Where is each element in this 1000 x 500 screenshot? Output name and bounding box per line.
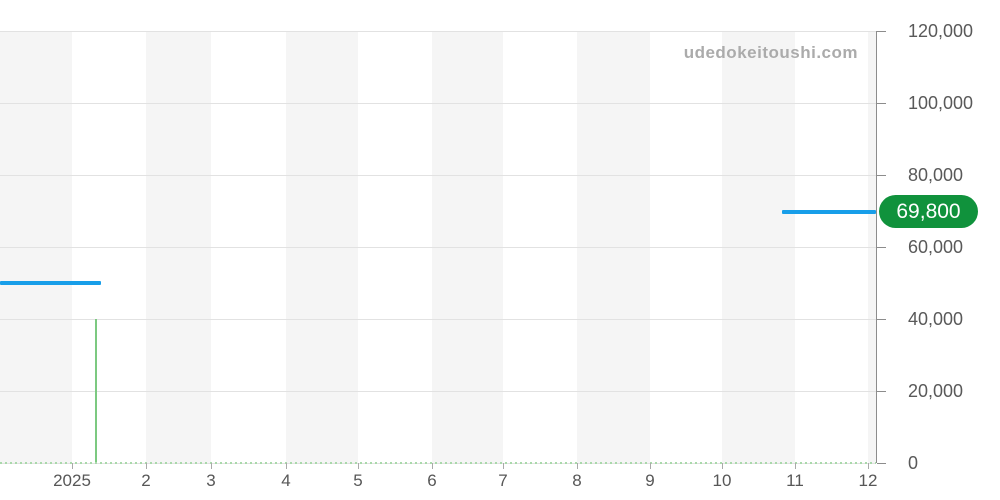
y-axis-tick	[877, 463, 886, 464]
y-axis-label: 20,000	[908, 380, 964, 401]
x-axis-label: 10	[712, 471, 732, 490]
x-axis-tick	[794, 463, 796, 469]
x-axis-tick	[502, 463, 504, 469]
y-axis-tick	[877, 31, 886, 32]
x-axis-tick	[649, 463, 651, 469]
y-axis-label: 40,000	[908, 308, 964, 329]
gridline	[0, 102, 876, 104]
x-axis-label: 4	[281, 471, 291, 490]
price-line-segment	[0, 281, 101, 285]
gridline	[0, 30, 876, 32]
gridline	[0, 318, 876, 320]
x-axis-label: 8	[572, 471, 582, 490]
x-axis-label: 9	[645, 471, 655, 490]
x-axis-label: 7	[498, 471, 508, 490]
x-axis-tick	[146, 463, 148, 469]
gridline	[0, 390, 876, 392]
x-axis-tick	[868, 463, 870, 469]
x-axis-tick	[358, 463, 360, 469]
x-axis-label: 6	[427, 471, 437, 490]
y-axis-label: 60,000	[908, 236, 964, 257]
price-spike	[94, 319, 97, 463]
watermark: udedokeitoushi.com	[683, 43, 858, 62]
y-axis-tick	[877, 103, 886, 104]
x-axis-label: 3	[206, 471, 216, 490]
y-axis-label: 120,000	[908, 20, 974, 41]
x-axis-tick	[721, 463, 723, 469]
y-axis-line	[876, 31, 877, 463]
x-axis-label: 12	[858, 471, 878, 490]
gridline	[0, 246, 876, 248]
y-axis-label: 0	[908, 452, 919, 473]
x-axis-label: 11	[786, 471, 804, 490]
y-axis-label: 100,000	[908, 92, 974, 113]
x-axis-tick	[211, 463, 213, 469]
plot-area[interactable]	[0, 30, 876, 464]
y-axis-tick	[877, 247, 886, 248]
x-axis-label: 2	[141, 471, 151, 490]
y-axis-tick	[877, 391, 886, 392]
y-axis-tick	[877, 175, 886, 176]
current-price-badge: 69,800	[879, 195, 978, 229]
x-axis-tick	[286, 463, 287, 469]
y-axis-tick	[877, 319, 886, 320]
y-axis-label: 80,000	[908, 164, 964, 185]
x-axis-label: 5	[353, 471, 363, 490]
zero-baseline-dashed	[0, 461, 876, 464]
x-axis-tick	[72, 463, 73, 469]
x-axis-tick	[577, 463, 579, 469]
price-line-segment	[782, 209, 876, 214]
x-axis-tick	[432, 463, 434, 469]
gridline	[0, 174, 876, 176]
x-axis-label: 2025	[53, 471, 91, 490]
